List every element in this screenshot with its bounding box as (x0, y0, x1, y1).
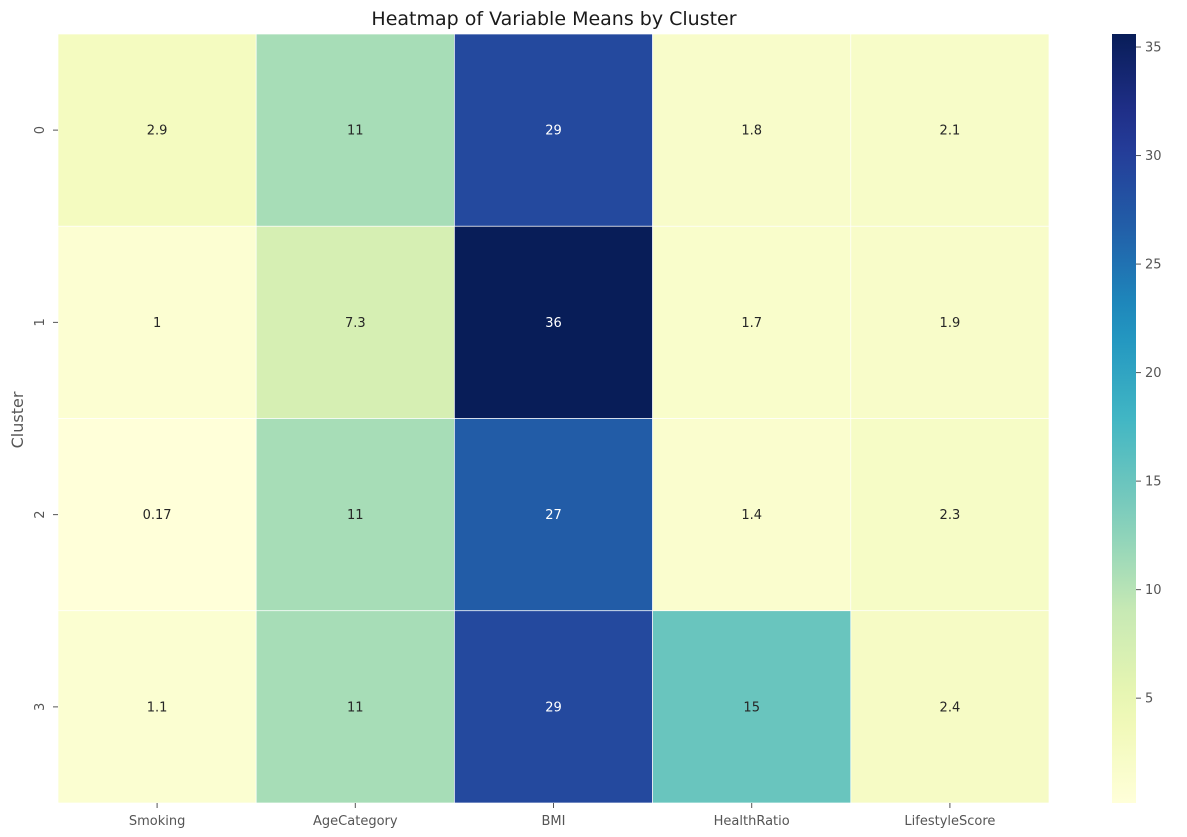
heatmap-cell (652, 418, 852, 612)
heatmap-cell (255, 610, 455, 804)
heatmap-cell (57, 225, 257, 419)
heatmap-cell (850, 225, 1050, 419)
cell-value-label: 1.7 (741, 316, 762, 331)
colorbar-tick-label: 10 (1145, 583, 1162, 598)
colorbar (1112, 34, 1136, 803)
cell-value-label: 27 (545, 508, 562, 523)
cell-value-label: 2.3 (940, 508, 961, 523)
cell-value-label: 11 (347, 124, 364, 139)
cell-value-label: 29 (545, 124, 562, 139)
heatmap-cell (255, 418, 455, 612)
cell-value-label: 1.4 (741, 508, 762, 523)
cell-value-label: 1.9 (940, 316, 961, 331)
x-tick-label: LifestyleScore (904, 814, 995, 829)
colorbar-tick-label: 25 (1145, 258, 1162, 273)
cell-value-label: 0.17 (143, 508, 172, 523)
heatmap-cell (454, 418, 653, 612)
cell-value-label: 15 (743, 700, 760, 715)
cell-value-label: 11 (347, 700, 364, 715)
cell-value-label: 2.4 (940, 700, 961, 715)
cell-value-label: 1.1 (147, 700, 168, 715)
heatmap-cell (850, 610, 1050, 804)
heatmap-cell (255, 225, 455, 419)
heatmap-cell (850, 418, 1050, 612)
y-axis-label: Cluster (8, 391, 27, 448)
heatmap-cell (652, 610, 852, 804)
heatmap-cell (454, 610, 653, 804)
heatmap-cell (454, 33, 653, 227)
cell-value-label: 2.9 (147, 124, 168, 139)
x-tick-label: BMI (542, 814, 566, 829)
heatmap-cell (57, 33, 257, 227)
heatmap-cells (57, 33, 1050, 804)
heatmap-cell (850, 33, 1050, 227)
chart-title: Heatmap of Variable Means by Cluster (371, 8, 736, 30)
cell-value-label: 36 (545, 316, 562, 331)
colorbar-tick-label: 35 (1145, 41, 1162, 56)
cell-value-label: 7.3 (345, 316, 366, 331)
colorbar-tick-label: 5 (1145, 692, 1153, 707)
heatmap-cell (454, 225, 653, 419)
x-tick-label: AgeCategory (313, 814, 398, 829)
heatmap-cell-labels: 2.9 11 29 1.8 2.1 1 7.3 36 1.7 1.9 0.17 11 27 1.4 2.3 1… (143, 124, 961, 716)
y-tick-label: 2 (33, 510, 48, 518)
colorbar-tick-label: 15 (1145, 475, 1162, 490)
y-axis-ticks: 0 1 2 3 (33, 126, 58, 711)
cell-value-label: 11 (347, 508, 364, 523)
y-tick-label: 3 (33, 703, 48, 711)
colorbar-tick-label: 20 (1145, 366, 1162, 381)
x-tick-label: Smoking (129, 814, 186, 829)
x-tick-label: HealthRatio (714, 814, 790, 829)
cell-value-label: 29 (545, 700, 562, 715)
heatmap-cell (652, 33, 852, 227)
cell-value-label: 1 (153, 316, 161, 331)
cell-value-label: 1.8 (741, 124, 762, 139)
heatmap-cell (255, 33, 455, 227)
y-tick-label: 0 (33, 126, 48, 134)
x-axis-ticks: Smoking AgeCategory BMI HealthRatio Lifestyl… (129, 803, 995, 829)
y-tick-label: 1 (33, 318, 48, 326)
cell-value-label: 2.1 (940, 124, 961, 139)
colorbar-ticks: 5 10 15 20 25 30 35 (1136, 41, 1162, 707)
colorbar-tick-label: 30 (1145, 149, 1162, 164)
